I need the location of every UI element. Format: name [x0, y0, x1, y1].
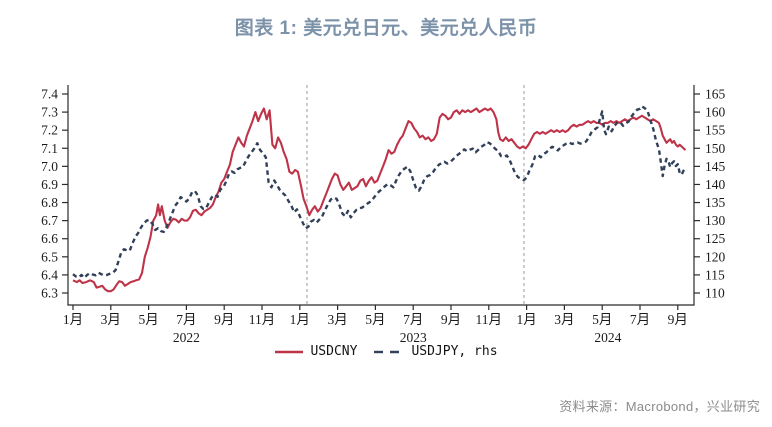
svg-text:5月: 5月	[365, 312, 385, 327]
svg-text:7月: 7月	[630, 312, 650, 327]
y-axis-left: 7.4 7.3 7.2 7.1 7.0 6.9 6.8 6.7 6.6 6.5 6.4 6.3	[41, 87, 68, 301]
svg-text:140: 140	[705, 177, 726, 192]
svg-text:1月: 1月	[290, 312, 310, 327]
svg-text:5月: 5月	[138, 312, 158, 327]
x-axis: 1月 3月 5月 7月 9月 11月 1月 3月 5月 7月 9月 11月 1月 3月 5月 7月 9月 2022…	[63, 305, 688, 345]
svg-text:115: 115	[705, 267, 725, 282]
svg-text:7.2: 7.2	[41, 123, 58, 138]
svg-text:2023: 2023	[400, 330, 427, 345]
svg-text:135: 135	[705, 195, 726, 210]
svg-text:6.9: 6.9	[41, 177, 58, 192]
svg-text:3月: 3月	[327, 312, 347, 327]
svg-text:120: 120	[705, 249, 726, 264]
svg-text:9月: 9月	[441, 312, 461, 327]
chart-legend: USDCNY USDJPY, rhs	[0, 344, 772, 359]
legend-item-usdcny: USDCNY	[274, 344, 357, 359]
svg-text:1月: 1月	[516, 312, 536, 327]
y-axis-right: 165 160 155 150 145 140 135 130 125 120 115 110	[694, 87, 726, 301]
svg-text:7.3: 7.3	[41, 105, 58, 120]
svg-text:7月: 7月	[176, 312, 196, 327]
svg-text:2024: 2024	[594, 330, 621, 345]
svg-text:7月: 7月	[403, 312, 423, 327]
svg-text:6.7: 6.7	[41, 213, 58, 228]
svg-text:5月: 5月	[592, 312, 612, 327]
series-usdcny	[72, 107, 687, 293]
usdjpy-dashed-line-icon	[374, 350, 405, 353]
svg-text:145: 145	[705, 159, 726, 174]
svg-text:3月: 3月	[554, 312, 574, 327]
svg-text:6.5: 6.5	[41, 249, 58, 264]
svg-text:6.3: 6.3	[41, 286, 58, 301]
legend-label-usdcny: USDCNY	[310, 344, 358, 359]
svg-text:160: 160	[705, 105, 726, 120]
svg-text:2022: 2022	[173, 330, 200, 345]
series-usdjpy-rhs	[72, 105, 687, 279]
svg-text:7.1: 7.1	[41, 141, 58, 156]
svg-text:150: 150	[705, 141, 726, 156]
svg-text:6.4: 6.4	[41, 267, 58, 282]
usdcny-solid-line-icon	[275, 350, 304, 353]
svg-text:6.6: 6.6	[41, 231, 58, 246]
svg-text:125: 125	[705, 231, 726, 246]
svg-text:3月: 3月	[101, 312, 121, 327]
source-note: 资料来源：Macrobond，兴业研究	[559, 399, 760, 414]
legend-item-usdjpy: USDJPY, rhs	[373, 344, 498, 359]
svg-text:165: 165	[705, 87, 726, 102]
svg-text:7.4: 7.4	[41, 87, 58, 102]
svg-text:155: 155	[705, 123, 726, 138]
svg-text:7.0: 7.0	[41, 159, 58, 174]
svg-text:9月: 9月	[214, 312, 234, 327]
svg-text:11月: 11月	[476, 312, 503, 327]
svg-text:11月: 11月	[249, 312, 276, 327]
svg-text:6.8: 6.8	[41, 195, 58, 210]
year-divider-lines	[306, 85, 525, 304]
svg-text:110: 110	[705, 286, 725, 301]
svg-text:130: 130	[705, 213, 726, 228]
svg-text:9月: 9月	[668, 312, 688, 327]
svg-text:1月: 1月	[63, 312, 83, 327]
legend-label-usdjpy: USDJPY, rhs	[411, 344, 498, 359]
chart-title: 图表 1: 美元兑日元、美元兑人民币	[234, 18, 538, 39]
axis-frame	[67, 85, 695, 306]
